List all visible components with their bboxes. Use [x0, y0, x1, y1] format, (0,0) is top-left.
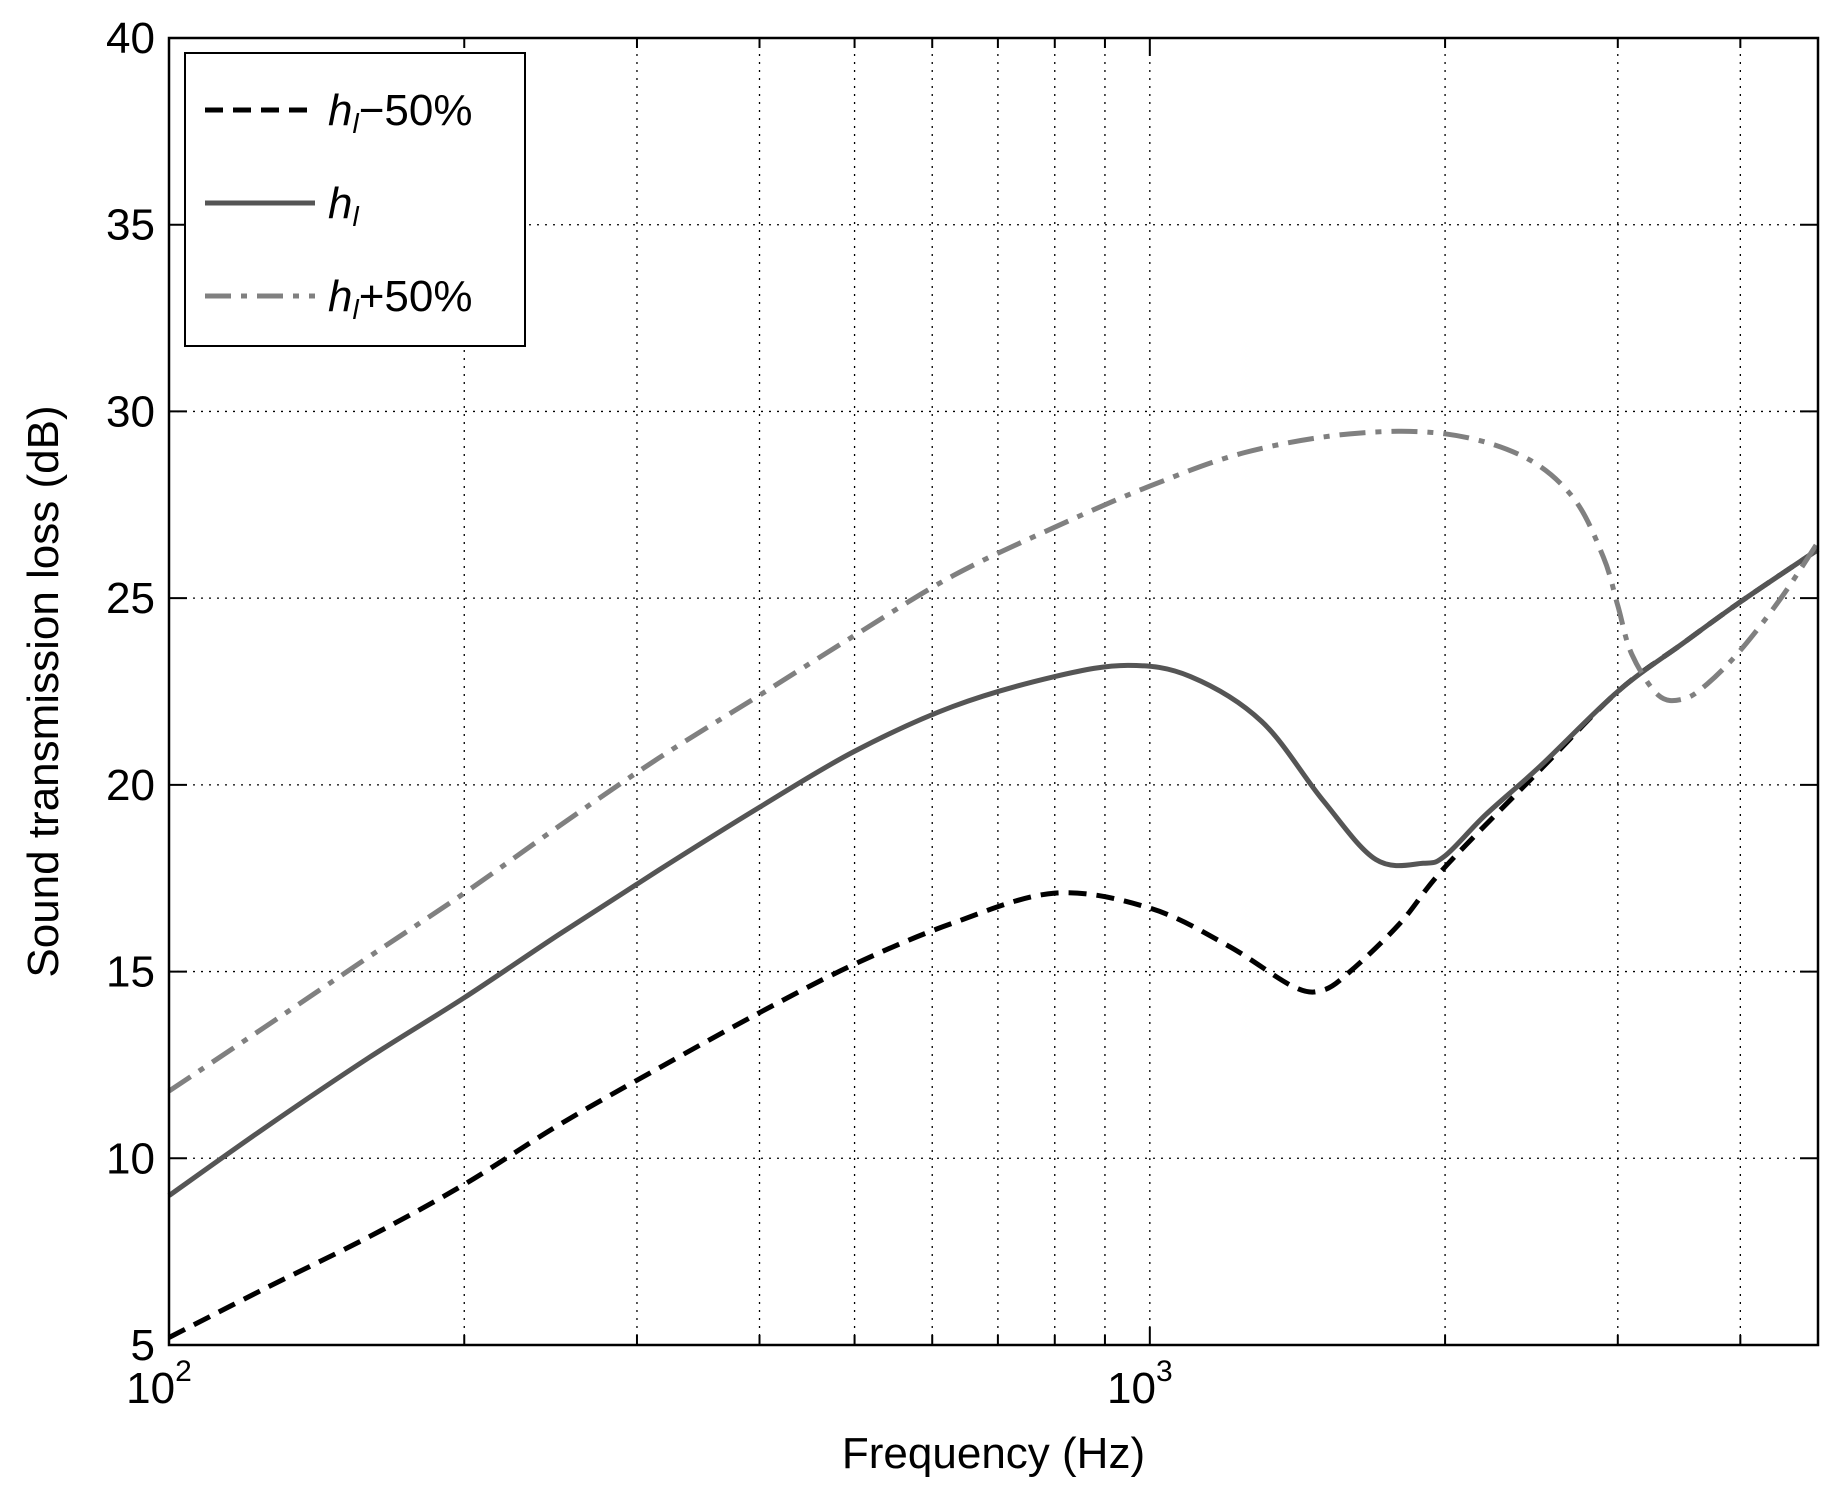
- grid: [169, 38, 1818, 1345]
- y-tick-labels: 5 10 15 20 25 30 35 40: [106, 14, 155, 1370]
- legend: hl−50% hl hl+50%: [184, 52, 526, 347]
- legend-box: [184, 52, 526, 347]
- series-lines: [167, 428, 1821, 1340]
- y-tick-label: 5: [131, 1321, 155, 1370]
- legend-label-3: hl+50%: [328, 272, 472, 325]
- y-tick-label: 30: [106, 387, 155, 436]
- series-line-3: [167, 428, 1821, 1094]
- x-tick-labels: 102 103: [126, 1355, 1172, 1413]
- y-tick-label: 25: [106, 574, 155, 623]
- legend-label-2: hl: [328, 179, 359, 232]
- y-tick-label: 20: [106, 761, 155, 810]
- y-tick-label: 40: [106, 14, 155, 63]
- y-axis-label: Sound transmission loss (dB): [19, 405, 68, 977]
- plot-area-frame: [167, 36, 1820, 1347]
- legend-label-1: hl−50%: [328, 86, 472, 139]
- axis-ticks: [168, 37, 1818, 1346]
- series-line-2: [167, 547, 1820, 1198]
- x-tick-label: 103: [1107, 1355, 1173, 1413]
- x-axis-label: Frequency (Hz): [842, 1429, 1145, 1478]
- y-tick-label: 15: [106, 948, 155, 997]
- y-tick-label: 10: [106, 1134, 155, 1183]
- y-tick-label: 35: [106, 201, 155, 250]
- x-tick-label: 102: [126, 1355, 192, 1413]
